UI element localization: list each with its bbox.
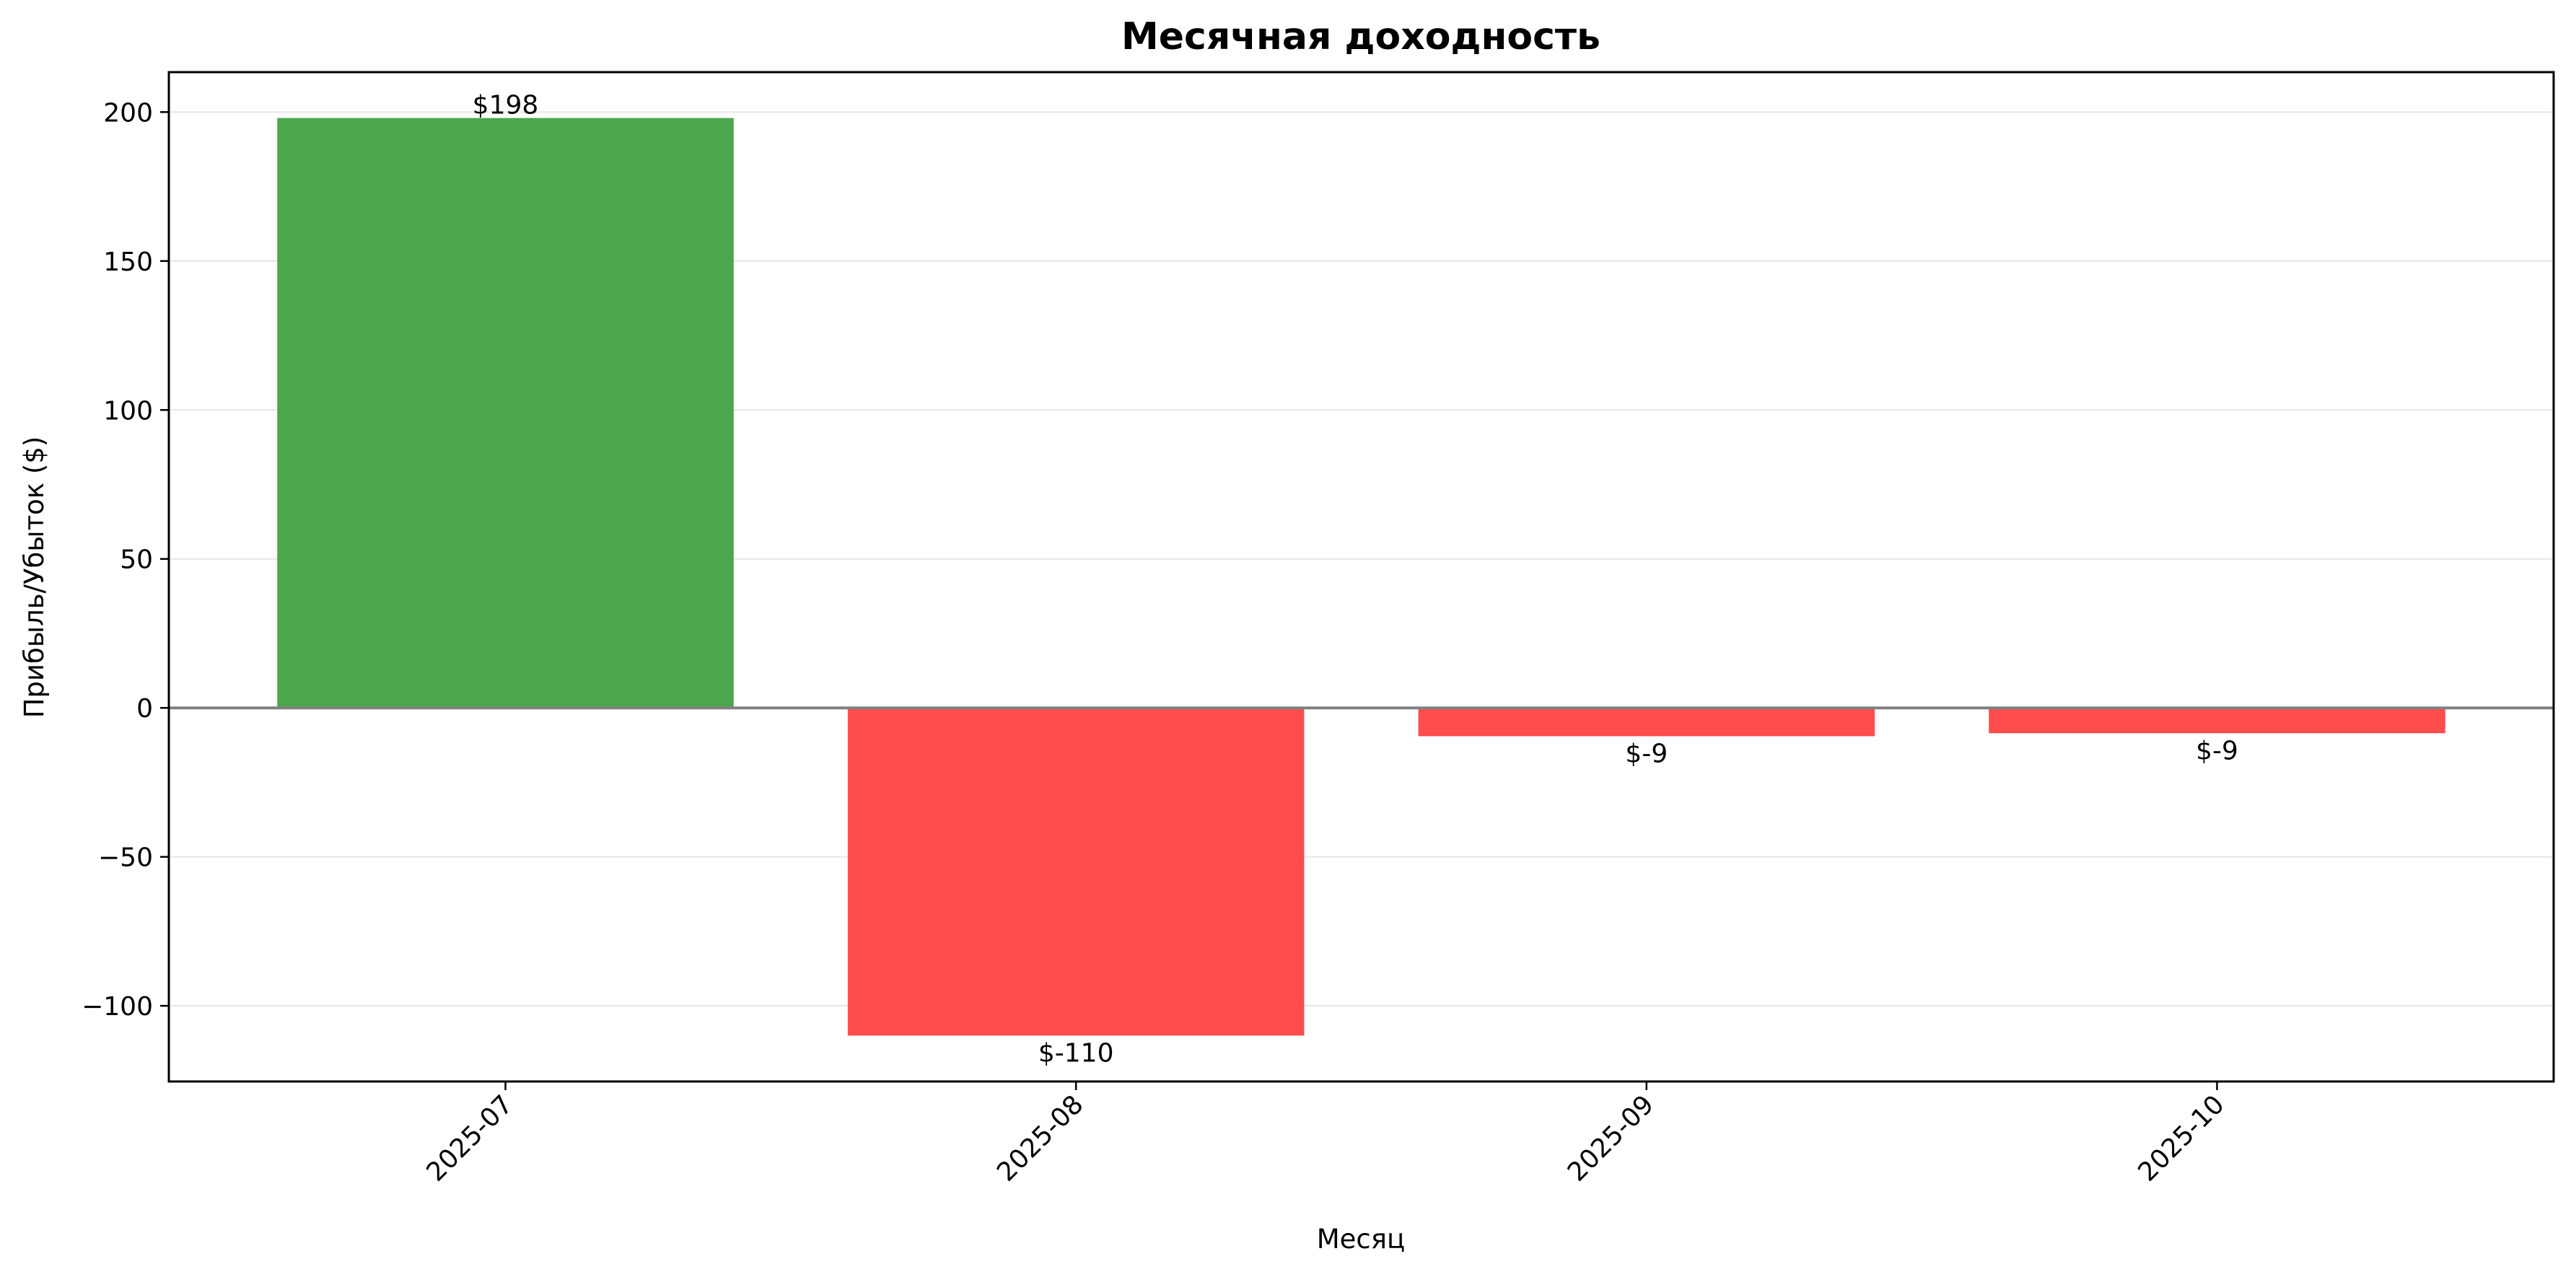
y-tick-label: 200 xyxy=(103,98,153,128)
data-label-2025-10: $-9 xyxy=(2196,736,2238,765)
y-tick-label: −100 xyxy=(82,992,153,1022)
bars xyxy=(277,118,2445,1036)
y-tick-label: −50 xyxy=(98,843,153,873)
y-tick-label: 0 xyxy=(136,694,153,724)
y-axis-label: Прибыль/Убыток ($) xyxy=(19,436,50,719)
x-axis-label: Месяц xyxy=(1317,1224,1405,1255)
bar-2025-08 xyxy=(847,708,1305,1036)
y-axis-ticks: −100 −50 0 50 100 150 200 xyxy=(82,98,169,1022)
chart-title: Месячная доходность xyxy=(1121,15,1600,58)
bar-2025-10 xyxy=(1989,708,2445,734)
plot-frame xyxy=(167,71,2555,1083)
y-tick-label: 150 xyxy=(103,247,153,277)
bar-2025-07 xyxy=(277,118,734,708)
bar-data-labels: $198 $-110 $-9 $-9 xyxy=(473,91,2238,1068)
data-label-2025-09: $-9 xyxy=(1625,739,1668,768)
data-label-2025-08: $-110 xyxy=(1038,1038,1114,1068)
y-tick-label: 100 xyxy=(103,396,153,426)
y-tick-label: 50 xyxy=(120,545,153,575)
data-label-2025-07: $198 xyxy=(473,91,539,120)
bar-2025-09 xyxy=(1418,708,1875,737)
